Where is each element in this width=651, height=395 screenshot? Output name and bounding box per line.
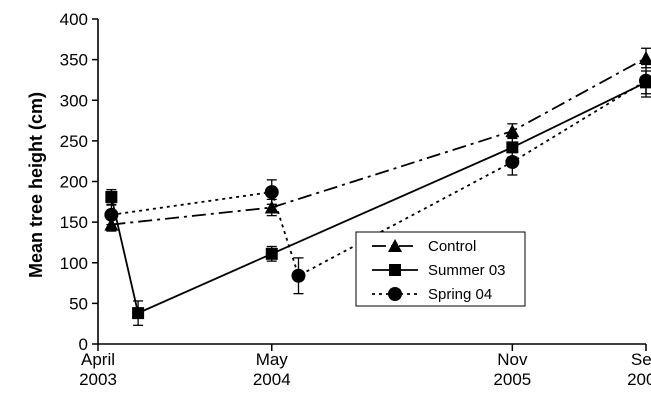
x-tick-label-year: 2004	[253, 370, 291, 389]
x-tick-label-month: Sep	[631, 350, 651, 369]
data-point	[291, 268, 306, 283]
legend: Control Summer 03 Spring 04	[355, 231, 526, 307]
y-tick-label: 150	[60, 213, 88, 232]
y-tick-label: 250	[60, 132, 88, 151]
data-point	[639, 73, 651, 88]
data-point	[264, 185, 279, 200]
legend-marker	[388, 287, 402, 301]
legend-marker	[389, 264, 401, 276]
data-point	[264, 200, 279, 214]
y-tick-label: 200	[60, 173, 88, 192]
y-ticks: 0 50 100 150 200 250 300 350 400	[60, 10, 98, 354]
data-point	[639, 51, 651, 64]
legend-label: Spring 04	[428, 286, 492, 303]
legend-item: Summer 03	[372, 262, 506, 279]
legend-box	[355, 231, 526, 307]
series-control	[104, 47, 651, 232]
x-tick-label-year: 2005	[493, 370, 531, 389]
series-line	[111, 79, 647, 278]
x-tick-label-month: April	[81, 350, 115, 369]
y-tick-label: 350	[60, 51, 88, 70]
x-tick-label-month: Nov	[497, 350, 528, 369]
data-point	[104, 207, 119, 222]
legend-label: Control	[428, 238, 476, 255]
x-tick-label-month: May	[256, 350, 289, 369]
data-point	[132, 307, 145, 320]
x-tick-label-year: 2003	[79, 370, 117, 389]
y-tick-label: 100	[60, 254, 88, 273]
data-point	[506, 141, 519, 154]
data-point	[105, 190, 118, 203]
y-tick-label: 400	[60, 10, 88, 29]
y-tick-label: 300	[60, 91, 88, 110]
legend-item: Spring 04	[372, 286, 492, 303]
legend-label: Summer 03	[428, 262, 506, 279]
data-point	[265, 247, 278, 260]
series-line	[111, 57, 647, 226]
x-tick-label-year: 2006	[627, 370, 651, 389]
legend-item: Control	[372, 238, 476, 255]
series-layer	[104, 47, 651, 326]
data-point	[505, 124, 520, 138]
series-spring-04	[104, 63, 651, 295]
y-tick-label: 0	[79, 335, 88, 354]
data-point	[505, 155, 520, 169]
y-axis-title: Mean tree height (cm)	[26, 92, 46, 278]
y-tick-label: 50	[69, 294, 88, 313]
legend-marker	[388, 239, 402, 252]
